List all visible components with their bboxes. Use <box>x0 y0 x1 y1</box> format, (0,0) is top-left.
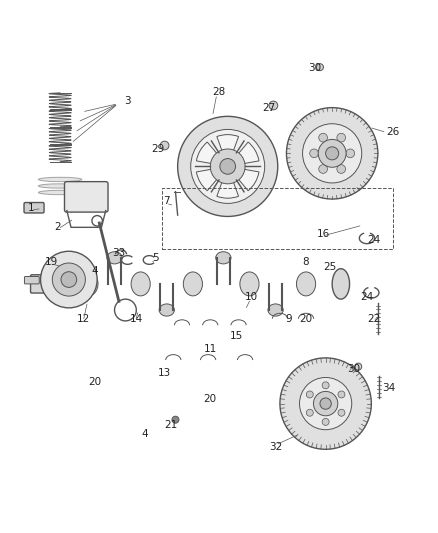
Circle shape <box>41 251 97 308</box>
Ellipse shape <box>131 272 150 296</box>
Wedge shape <box>228 142 259 166</box>
Text: 26: 26 <box>386 126 400 136</box>
Circle shape <box>220 158 236 174</box>
Text: 25: 25 <box>323 262 337 271</box>
Text: 20: 20 <box>88 377 102 387</box>
Text: 4: 4 <box>142 429 148 439</box>
Circle shape <box>317 63 323 71</box>
Ellipse shape <box>332 269 350 299</box>
Circle shape <box>210 149 245 184</box>
FancyBboxPatch shape <box>64 182 108 212</box>
Text: 2: 2 <box>55 222 61 232</box>
Ellipse shape <box>39 184 82 188</box>
Wedge shape <box>228 166 259 191</box>
Ellipse shape <box>216 252 231 264</box>
Text: 1: 1 <box>28 203 34 213</box>
Circle shape <box>172 416 179 423</box>
Circle shape <box>303 124 362 183</box>
Circle shape <box>337 165 346 173</box>
Circle shape <box>322 418 329 425</box>
Wedge shape <box>196 142 228 166</box>
Text: 16: 16 <box>317 229 330 239</box>
Text: 30: 30 <box>308 63 321 74</box>
Circle shape <box>346 149 355 158</box>
Text: 8: 8 <box>303 257 309 267</box>
Circle shape <box>355 363 362 370</box>
Ellipse shape <box>39 177 82 182</box>
Circle shape <box>191 130 265 204</box>
Text: 14: 14 <box>130 314 143 324</box>
Text: 4: 4 <box>92 266 98 276</box>
Circle shape <box>337 133 346 142</box>
Circle shape <box>310 149 318 158</box>
Circle shape <box>306 409 313 416</box>
Circle shape <box>338 391 345 398</box>
Text: 10: 10 <box>245 292 258 302</box>
Text: 21: 21 <box>165 421 178 430</box>
Circle shape <box>325 147 339 160</box>
FancyBboxPatch shape <box>25 277 39 284</box>
Ellipse shape <box>107 252 122 264</box>
FancyBboxPatch shape <box>31 275 64 293</box>
Circle shape <box>314 391 338 416</box>
Circle shape <box>319 165 328 173</box>
Text: 30: 30 <box>347 364 360 374</box>
Circle shape <box>61 272 77 287</box>
Text: 27: 27 <box>262 103 276 112</box>
Circle shape <box>306 391 313 398</box>
Ellipse shape <box>297 272 316 296</box>
Circle shape <box>286 108 378 199</box>
Text: 32: 32 <box>269 442 282 452</box>
Text: 34: 34 <box>382 383 396 393</box>
Text: 28: 28 <box>212 87 226 98</box>
Text: 13: 13 <box>158 368 171 378</box>
Ellipse shape <box>268 304 283 316</box>
Text: 11: 11 <box>204 344 217 354</box>
Circle shape <box>52 263 85 296</box>
Ellipse shape <box>159 304 174 316</box>
Circle shape <box>319 133 328 142</box>
Text: 15: 15 <box>230 331 243 341</box>
Ellipse shape <box>39 190 82 195</box>
Text: 29: 29 <box>152 144 165 154</box>
Text: 24: 24 <box>367 236 380 245</box>
Circle shape <box>280 358 371 449</box>
Wedge shape <box>217 135 239 166</box>
Text: 19: 19 <box>45 257 58 267</box>
Ellipse shape <box>240 272 259 296</box>
Circle shape <box>322 382 329 389</box>
Text: 3: 3 <box>124 96 131 106</box>
Text: 24: 24 <box>360 292 374 302</box>
Text: 12: 12 <box>77 314 90 324</box>
Circle shape <box>320 398 331 409</box>
Text: 22: 22 <box>367 314 380 324</box>
Wedge shape <box>217 166 239 198</box>
Circle shape <box>269 101 278 110</box>
Text: 9: 9 <box>285 314 292 324</box>
Bar <box>162 188 393 249</box>
Circle shape <box>160 141 169 150</box>
Circle shape <box>338 409 345 416</box>
FancyBboxPatch shape <box>24 203 44 213</box>
Circle shape <box>178 116 278 216</box>
Text: 7: 7 <box>163 196 170 206</box>
Text: 20: 20 <box>300 314 313 324</box>
Text: 5: 5 <box>152 253 159 263</box>
Circle shape <box>300 377 352 430</box>
Ellipse shape <box>79 272 98 296</box>
Text: 33: 33 <box>112 248 126 259</box>
Ellipse shape <box>184 272 202 296</box>
Wedge shape <box>196 166 228 191</box>
Circle shape <box>318 140 346 167</box>
Text: 20: 20 <box>204 394 217 404</box>
